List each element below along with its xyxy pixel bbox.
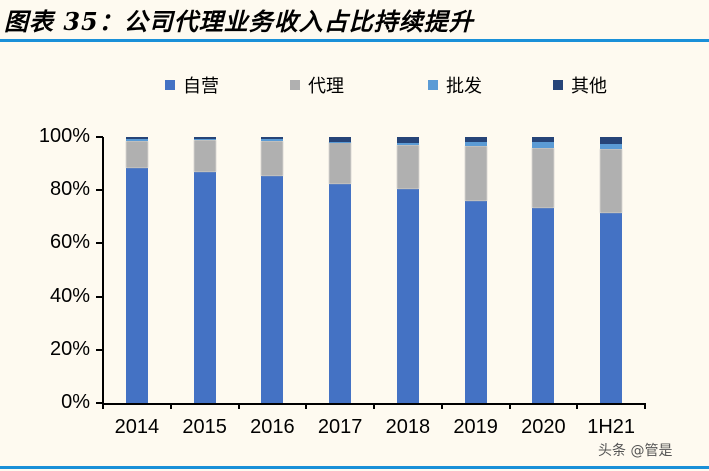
stacked-bar-1H21 bbox=[600, 137, 623, 403]
bar-segment-批发 bbox=[261, 139, 284, 141]
bar-segment-批发 bbox=[193, 138, 216, 140]
y-tick bbox=[96, 295, 103, 298]
watermark: 头条 @管是 bbox=[598, 443, 673, 459]
y-axis bbox=[102, 137, 104, 404]
x-tick bbox=[169, 403, 172, 409]
legend-label: 自营 bbox=[183, 76, 219, 97]
legend-label: 代理 bbox=[308, 76, 344, 97]
bar-segment-批发 bbox=[600, 143, 623, 149]
y-tick-label: 80% bbox=[49, 178, 90, 201]
bar-segment-其他 bbox=[261, 137, 284, 140]
y-tick bbox=[96, 402, 103, 404]
x-tick-label: 2017 bbox=[317, 416, 363, 438]
stacked-bar-2016 bbox=[261, 137, 284, 403]
legend-item: 自营 bbox=[165, 72, 219, 98]
bar-segment-其他 bbox=[532, 137, 555, 143]
x-tick bbox=[576, 403, 579, 409]
legend-swatch-icon bbox=[553, 80, 563, 90]
bottom-divider bbox=[0, 466, 709, 469]
y-tick-label: 20% bbox=[49, 337, 90, 360]
bar-segment-自营 bbox=[600, 212, 623, 403]
legend-label: 批发 bbox=[446, 76, 482, 97]
y-tick-label: 100% bbox=[38, 125, 90, 147]
bar-segment-自营 bbox=[193, 171, 216, 403]
bar-segment-批发 bbox=[329, 141, 352, 143]
x-tick-label: 2015 bbox=[182, 416, 227, 438]
bar-segment-其他 bbox=[125, 137, 148, 139]
bar-segment-代理 bbox=[193, 139, 216, 172]
bar-segment-自营 bbox=[125, 167, 148, 403]
bar-segment-批发 bbox=[396, 142, 419, 145]
x-tick bbox=[508, 403, 511, 409]
stacked-bar-2014 bbox=[125, 137, 148, 403]
y-tick bbox=[96, 189, 103, 192]
bar-segment-代理 bbox=[261, 141, 284, 176]
y-tick-label: 60% bbox=[49, 231, 90, 254]
x-tick bbox=[440, 403, 443, 409]
x-tick bbox=[237, 403, 240, 409]
y-tick bbox=[96, 242, 103, 245]
bar-segment-其他 bbox=[396, 137, 419, 143]
bar-segment-自营 bbox=[464, 200, 487, 403]
bar-segment-批发 bbox=[532, 142, 555, 148]
x-tick-label: 2019 bbox=[453, 416, 498, 438]
legend-swatch-icon bbox=[428, 80, 438, 90]
legend-item: 其他 bbox=[553, 72, 607, 98]
bar-segment-代理 bbox=[600, 148, 623, 213]
x-tick-label: 2016 bbox=[250, 416, 295, 438]
stacked-bar-2020 bbox=[532, 137, 555, 403]
bar-segment-其他 bbox=[329, 137, 352, 142]
x-tick bbox=[373, 403, 375, 409]
stacked-bar-2019 bbox=[464, 137, 487, 403]
bar-segment-代理 bbox=[125, 141, 148, 168]
legend-item: 代理 bbox=[290, 72, 344, 98]
legend-swatch-icon bbox=[290, 80, 300, 90]
bar-segment-代理 bbox=[396, 145, 419, 189]
legend-swatch-icon bbox=[165, 80, 175, 90]
x-tick-label: 2018 bbox=[385, 416, 431, 438]
bar-segment-自营 bbox=[261, 175, 284, 403]
chart-title: 图表 35：公司代理业务收入占比持续提升 bbox=[4, 7, 474, 36]
x-tick-label: 2020 bbox=[521, 416, 566, 438]
stacked-bar-2018 bbox=[396, 137, 419, 403]
x-tick bbox=[305, 403, 308, 409]
legend-item: 批发 bbox=[428, 72, 482, 98]
legend: 自营 代理 批发 其他 bbox=[0, 72, 709, 98]
y-tick-label: 0% bbox=[61, 391, 90, 413]
stacked-bar-2017 bbox=[329, 137, 352, 403]
bar-segment-代理 bbox=[532, 147, 555, 208]
bar-segment-自营 bbox=[532, 207, 555, 403]
bar-segment-自营 bbox=[396, 188, 419, 403]
bar-segment-自营 bbox=[329, 183, 352, 403]
bar-segment-代理 bbox=[329, 142, 352, 184]
y-tick bbox=[96, 348, 103, 351]
bar-segment-代理 bbox=[464, 146, 487, 201]
bar-segment-其他 bbox=[193, 137, 216, 139]
y-tick-label: 40% bbox=[49, 284, 90, 307]
title-divider bbox=[0, 39, 709, 42]
y-tick bbox=[96, 136, 103, 138]
bar-segment-其他 bbox=[600, 137, 623, 144]
x-tick bbox=[102, 403, 104, 409]
bar-segment-其他 bbox=[464, 137, 487, 143]
bar-segment-批发 bbox=[125, 138, 148, 141]
bar-segment-批发 bbox=[464, 142, 487, 147]
stacked-bar-2015 bbox=[193, 137, 216, 403]
legend-label: 其他 bbox=[571, 76, 607, 97]
x-tick-label: 2014 bbox=[114, 416, 160, 438]
x-tick-label: 1H21 bbox=[587, 416, 636, 438]
x-tick bbox=[644, 403, 646, 409]
